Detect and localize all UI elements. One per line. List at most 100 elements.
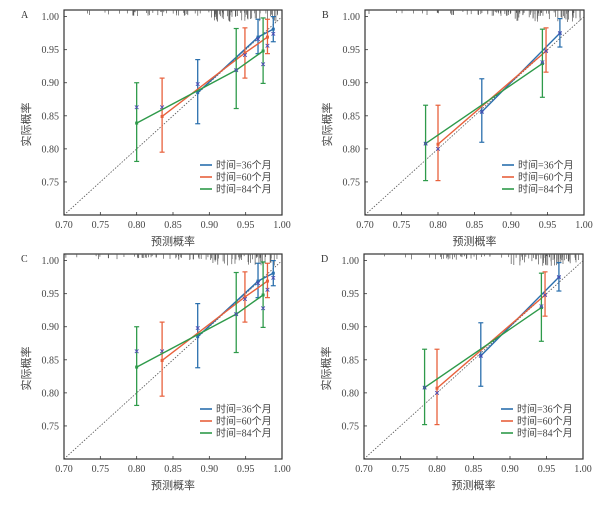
panel-letter: A: [21, 10, 29, 21]
data-point: [243, 295, 247, 299]
data-point: [135, 121, 139, 125]
observed-marker: [479, 109, 484, 114]
y-tick-label: 0.90: [42, 322, 60, 333]
reference-diagonal: [63, 16, 283, 216]
observed-marker: [255, 280, 261, 286]
x-axis-title: 预测概率: [453, 234, 497, 248]
y-tick-label: 0.80: [342, 388, 360, 399]
plot-frame: [63, 253, 283, 460]
x-tick-label: 0.80: [428, 464, 446, 475]
x-tick-label: 0.95: [237, 464, 255, 475]
x-tick-label: 0.80: [128, 464, 146, 475]
observed-marker: [260, 62, 266, 67]
observed-marker: [435, 146, 441, 151]
observed-marker: [242, 296, 248, 302]
y-tick-label: 0.75: [42, 421, 60, 432]
x-tick-label: 0.70: [355, 464, 373, 475]
x-tick-label: 0.85: [465, 464, 483, 475]
data-point: [435, 386, 439, 390]
y-tick-label: 0.75: [42, 177, 60, 188]
observed-marker: [539, 304, 544, 309]
y-tick-label: 0.85: [42, 111, 60, 122]
x-tick-label: 0.85: [466, 220, 484, 231]
x-tick-label: 0.90: [201, 464, 219, 475]
x-tick-label: 0.95: [538, 464, 556, 475]
observed-marker: [234, 312, 239, 317]
y-tick-label: 1.00: [342, 256, 360, 267]
legend-label: 时间=60个月: [517, 415, 573, 428]
legend-label: 时间=36个月: [216, 403, 272, 416]
y-axis-title: 实际概率: [319, 347, 333, 391]
series-line: [424, 306, 542, 389]
y-tick-label: 0.95: [42, 289, 60, 300]
legend-label: 时间=60个月: [216, 415, 272, 428]
legend-label: 时间=84个月: [216, 427, 272, 440]
legend-label: 时间=84个月: [518, 183, 574, 196]
legend-label: 时间=36个月: [518, 159, 574, 172]
y-tick-label: 0.75: [342, 421, 360, 432]
y-tick-label: 0.80: [42, 388, 60, 399]
x-tick-label: 0.70: [55, 220, 73, 231]
observed-marker: [556, 275, 562, 280]
panel-c: 0.70 0.75 0.80 0.85 0.90 0.95 1.00 0.75 0.80 0.85…: [19, 253, 291, 492]
observed-marker: [422, 385, 427, 390]
y-tick-label: 0.90: [42, 78, 60, 89]
x-tick-label: 1.00: [273, 220, 291, 231]
y-tick-label: 0.90: [343, 78, 361, 89]
data-point: [265, 35, 269, 39]
y-tick-label: 0.85: [42, 355, 60, 366]
observed-marker: [265, 43, 270, 48]
data-point: [256, 279, 260, 283]
data-point: [160, 358, 164, 362]
x-tick-label: 0.90: [201, 220, 219, 231]
data-point: [261, 293, 265, 297]
observed-marker: [478, 353, 483, 358]
legend-label: 时间=60个月: [216, 171, 272, 184]
observed-marker: [265, 287, 270, 292]
observed-marker: [195, 325, 200, 331]
x-tick-label: 0.80: [128, 220, 146, 231]
data-point: [436, 142, 440, 146]
series-t84: [134, 17, 266, 163]
data-point: [539, 306, 543, 310]
observed-marker: [242, 52, 248, 58]
panel-a: 0.70 0.75 0.80 0.85 0.90 0.95 1.00 0.75 0.80 0.85…: [19, 9, 291, 248]
x-tick-label: 0.85: [164, 464, 182, 475]
x-tick-label: 0.75: [92, 464, 110, 475]
data-point: [160, 114, 164, 118]
y-tick-label: 0.85: [342, 355, 360, 366]
x-tick-label: 1.00: [273, 464, 291, 475]
x-tick-label: 1.00: [575, 220, 593, 231]
y-axis-title: 实际概率: [19, 347, 33, 391]
observed-marker: [195, 81, 200, 87]
observed-marker: [255, 36, 261, 42]
x-tick-label: 0.90: [502, 220, 520, 231]
y-axis-title: 实际概率: [320, 103, 334, 147]
plot-frame: [63, 9, 283, 216]
data-point: [265, 279, 269, 283]
observed-marker: [134, 349, 139, 354]
y-tick-label: 1.00: [42, 256, 60, 267]
x-tick-label: 0.80: [429, 220, 447, 231]
data-point: [256, 35, 260, 39]
panel-d: 0.70 0.75 0.80 0.85 0.90 0.95 1.00 0.75 0.80 0.85…: [319, 253, 592, 492]
data-point: [271, 27, 275, 31]
reference-diagonal: [63, 260, 283, 460]
y-axis-title: 实际概率: [19, 103, 33, 147]
data-point: [196, 91, 200, 95]
y-tick-label: 0.95: [42, 45, 60, 56]
y-tick-label: 0.85: [343, 111, 361, 122]
observed-marker: [234, 68, 239, 73]
legend-label: 时间=36个月: [216, 159, 272, 172]
y-tick-label: 1.00: [42, 12, 60, 23]
x-tick-label: 0.95: [237, 220, 255, 231]
observed-marker: [134, 105, 139, 110]
x-tick-label: 1.00: [574, 464, 592, 475]
series-t84: [134, 261, 266, 407]
rug-marks: [87, 10, 278, 22]
data-point: [261, 49, 265, 53]
legend-label: 时间=84个月: [216, 183, 272, 196]
